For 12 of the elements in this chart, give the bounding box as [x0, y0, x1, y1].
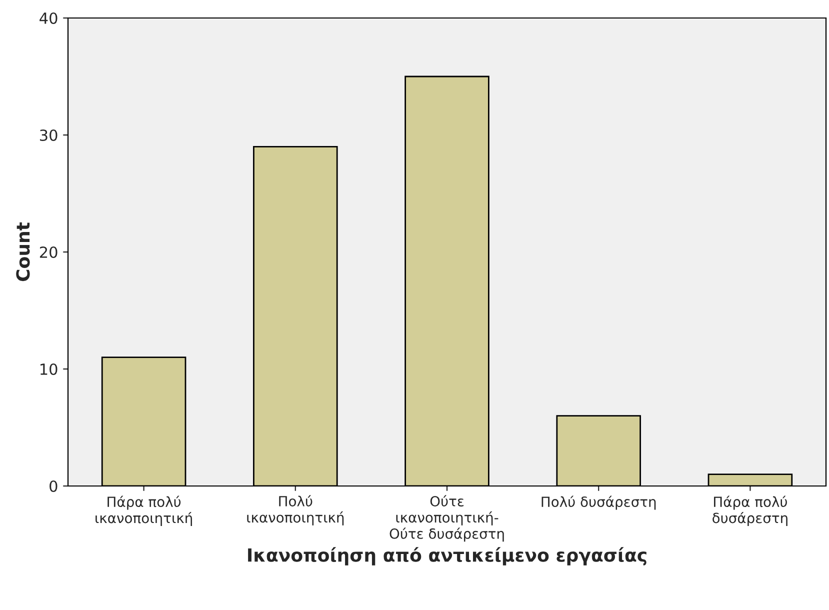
y-tick-label: 10: [40, 363, 58, 376]
x-tick-label: Πολύ ικανοποιητική: [247, 495, 344, 526]
y-tick-label: 0: [50, 480, 58, 492]
x-tick-label: Πάρα πολύ ικανοποιητική: [96, 496, 192, 526]
y-tick-label: 40: [40, 12, 58, 24]
x-tick-label: Ούτε ικανοποιητική- Ούτε δυσάρεστη: [390, 495, 504, 542]
y-axis-title: Count: [16, 222, 30, 282]
x-tick-label: Πολύ δυσάρεστη: [542, 496, 656, 510]
x-tick-label: Πάρα πολύ δυσάρεστη: [712, 496, 788, 526]
y-tick-label: 20: [40, 246, 58, 258]
y-tick-label: 30: [40, 129, 58, 142]
x-axis-title: Ικανοποίηση από αντικείμενο εργασίας: [248, 547, 646, 566]
